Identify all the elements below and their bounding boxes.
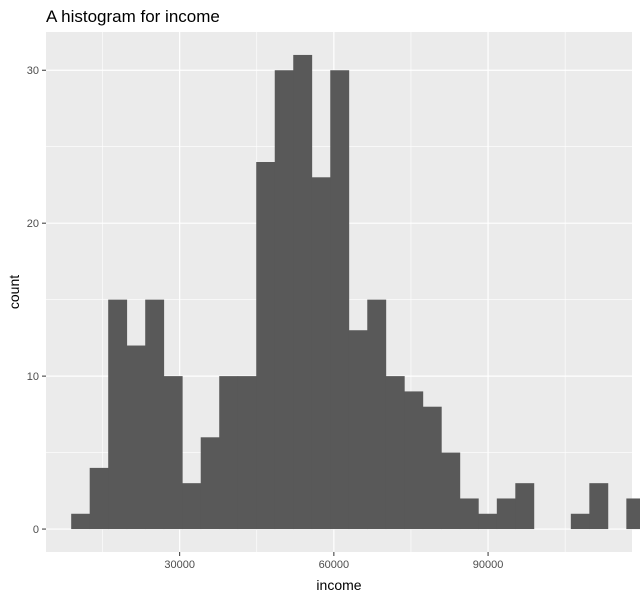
- histogram-bar-30: [626, 498, 640, 530]
- histogram-bar-8: [219, 376, 239, 530]
- histogram-bar-18: [404, 391, 424, 530]
- histogram-bar-10: [256, 162, 276, 530]
- x-tick-label-1: 60000: [319, 559, 350, 571]
- histogram-bar-22: [478, 513, 498, 530]
- histogram-bar-15: [348, 330, 368, 530]
- histogram-bar-14: [330, 70, 350, 530]
- histogram-bars: [71, 54, 640, 530]
- histogram-bar-17: [385, 376, 405, 530]
- x-tick-label-0: 30000: [164, 559, 195, 571]
- y-tick-label-3: 30: [27, 65, 39, 77]
- histogram-bar-12: [293, 54, 313, 530]
- y-tick-label-1: 10: [27, 371, 39, 383]
- y-tick-label-0: 0: [33, 524, 39, 536]
- histogram-bar-3: [126, 345, 146, 530]
- histogram-bar-24: [515, 483, 535, 530]
- x-axis-ticks: 30000 60000 90000: [164, 552, 503, 571]
- histogram-bar-2: [108, 299, 128, 530]
- histogram-bar-6: [182, 483, 202, 530]
- histogram-bar-20: [441, 452, 461, 530]
- histogram-bar-1: [89, 467, 109, 530]
- histogram-bar-7: [200, 437, 220, 530]
- histogram-bar-27: [570, 513, 590, 530]
- histogram-bar-16: [367, 299, 387, 530]
- y-axis-ticks: 0 10 20 30: [27, 65, 46, 536]
- y-axis-title: count: [6, 275, 22, 309]
- x-axis-title: income: [316, 577, 361, 593]
- histogram-bar-13: [311, 177, 331, 530]
- histogram-bar-9: [237, 376, 257, 530]
- y-tick-label-2: 20: [27, 218, 39, 230]
- histogram-bar-0: [71, 513, 91, 530]
- histogram-bar-28: [589, 483, 609, 530]
- x-tick-label-2: 90000: [473, 559, 504, 571]
- histogram-bar-23: [496, 498, 516, 530]
- histogram-bar-4: [145, 299, 165, 530]
- histogram-bar-11: [274, 70, 294, 530]
- histogram-bar-5: [163, 376, 183, 530]
- histogram-bar-21: [459, 498, 479, 530]
- histogram-bar-19: [422, 406, 442, 530]
- chart-title: A histogram for income: [46, 7, 220, 26]
